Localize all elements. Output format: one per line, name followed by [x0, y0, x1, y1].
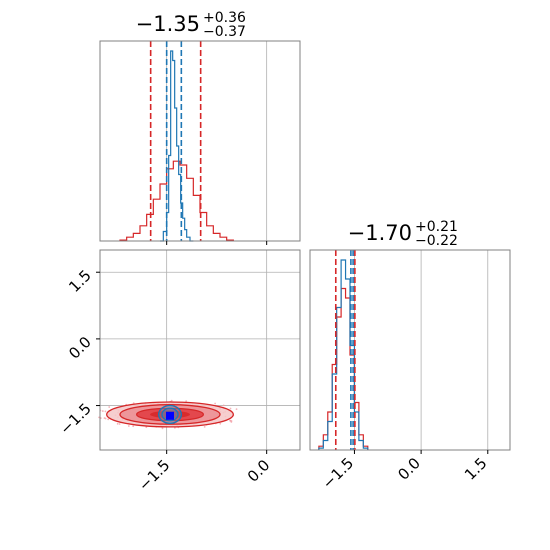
histogram-series: [119, 160, 234, 241]
x-tick-label: −1.5: [319, 454, 357, 492]
y-tick-label: 0.0: [65, 333, 95, 363]
sample-point: [116, 422, 119, 425]
sample-point: [230, 421, 233, 423]
median-marker: [166, 411, 174, 420]
sample-point: [203, 426, 206, 428]
sample-point: [219, 422, 222, 425]
sample-point: [118, 423, 121, 425]
histogram-series: [318, 259, 369, 450]
sample-point: [104, 410, 107, 413]
sample-point: [101, 410, 104, 412]
sample-point: [104, 417, 107, 420]
panel-frame: [99, 40, 301, 242]
panel-frame: [309, 249, 511, 451]
contour-line-red: [119, 404, 221, 425]
sample-point: [132, 425, 135, 428]
marginal-histogram-param-2: −1.5 0.0 1.5 −1.70 +0.21 −0.22: [309, 219, 511, 493]
x-tick-label: −1.5: [135, 456, 173, 494]
panel-frame: [99, 249, 301, 451]
x-tick-label: 1.5: [461, 454, 491, 484]
joint-contour-panel: −1.5 0.0 −1.5 0.0 1.5: [56, 249, 301, 495]
histogram-series: [318, 287, 369, 450]
histogram-series: [160, 50, 194, 242]
panel-title-median: −1.70: [348, 221, 412, 245]
sample-point: [127, 425, 130, 427]
sample-point: [108, 406, 111, 408]
sample-point: [170, 399, 173, 402]
panel-title-minus: −0.37: [203, 24, 246, 40]
sample-point: [235, 408, 238, 411]
sample-point: [214, 402, 217, 405]
sample-point: [161, 427, 164, 430]
marginal-histogram-param-1: −1.35 +0.36 −0.37: [99, 10, 301, 245]
sample-point: [145, 426, 148, 429]
panel-title-plus: +0.36: [203, 10, 246, 26]
x-tick-label: 0.0: [394, 454, 424, 484]
y-tick-label: 1.5: [65, 266, 95, 296]
y-tick-label: −1.5: [56, 400, 94, 438]
sample-point: [222, 404, 225, 407]
sample-point: [185, 400, 188, 403]
x-tick-label: 0.0: [244, 456, 274, 486]
sample-point: [229, 407, 232, 410]
contour-line-red: [106, 401, 234, 428]
panel-title-median: −1.35: [136, 12, 200, 36]
panel-title-minus: −0.22: [415, 233, 458, 249]
sample-point: [107, 418, 110, 421]
sample-point: [229, 419, 232, 422]
panel-title-plus: +0.21: [415, 219, 458, 235]
